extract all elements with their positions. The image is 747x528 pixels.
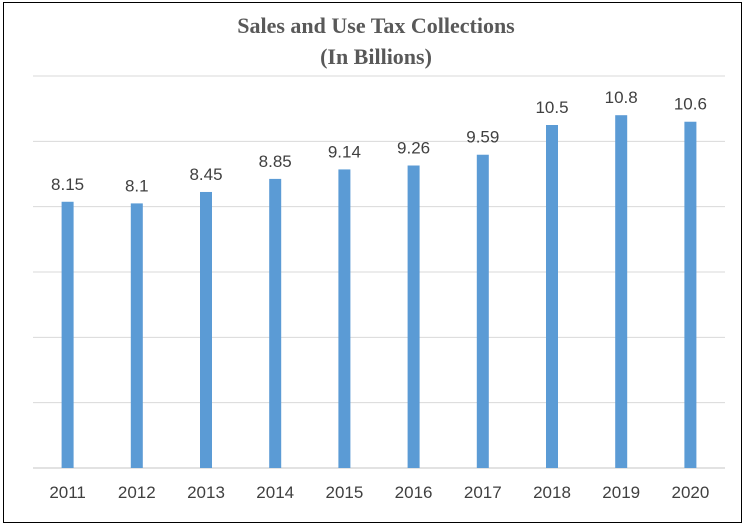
bar-2016 [407, 165, 420, 469]
data-label-2011: 8.15 [51, 175, 84, 194]
x-tick-2018: 2018 [533, 483, 571, 502]
data-label-2019: 10.8 [605, 88, 638, 107]
x-tick-2017: 2017 [464, 483, 502, 502]
data-label-2017: 9.59 [466, 128, 499, 147]
data-label-2018: 10.5 [535, 98, 568, 117]
data-labels: 8.15 8.1 8.45 8.85 9.14 9.26 9.59 10.5 10.8 10.6 [51, 88, 707, 195]
x-tick-2013: 2013 [187, 483, 225, 502]
data-label-2016: 9.26 [397, 139, 430, 158]
data-label-2015: 9.14 [328, 142, 361, 161]
chart-subtitle: (In Billions) [320, 44, 432, 69]
x-tick-2012: 2012 [118, 483, 156, 502]
data-label-2013: 8.45 [189, 165, 222, 184]
bar-2015 [338, 169, 351, 468]
data-label-2014: 8.85 [259, 152, 292, 171]
bar-2020 [684, 121, 697, 468]
data-label-2012: 8.1 [125, 176, 149, 195]
x-tick-2015: 2015 [325, 483, 363, 502]
bar-2012 [130, 203, 143, 468]
bars [61, 115, 697, 469]
data-label-2020: 10.6 [674, 95, 707, 114]
bar-2019 [615, 115, 628, 468]
x-tick-2011: 2011 [49, 483, 86, 502]
x-tick-2016: 2016 [395, 483, 433, 502]
bar-2011 [61, 201, 74, 468]
chart-title: Sales and Use Tax Collections [237, 13, 515, 38]
gridlines [33, 75, 725, 469]
bar-2018 [546, 125, 558, 468]
bar-2017 [476, 154, 489, 468]
x-tick-2014: 2014 [256, 483, 294, 502]
x-tick-2019: 2019 [602, 483, 640, 502]
x-tick-2020: 2020 [671, 483, 709, 502]
bar-2013 [200, 191, 212, 468]
bar-2014 [269, 178, 282, 468]
x-axis-ticks: 2011 2012 2013 2014 2015 2016 2017 2018 2019 2020 [49, 483, 709, 502]
